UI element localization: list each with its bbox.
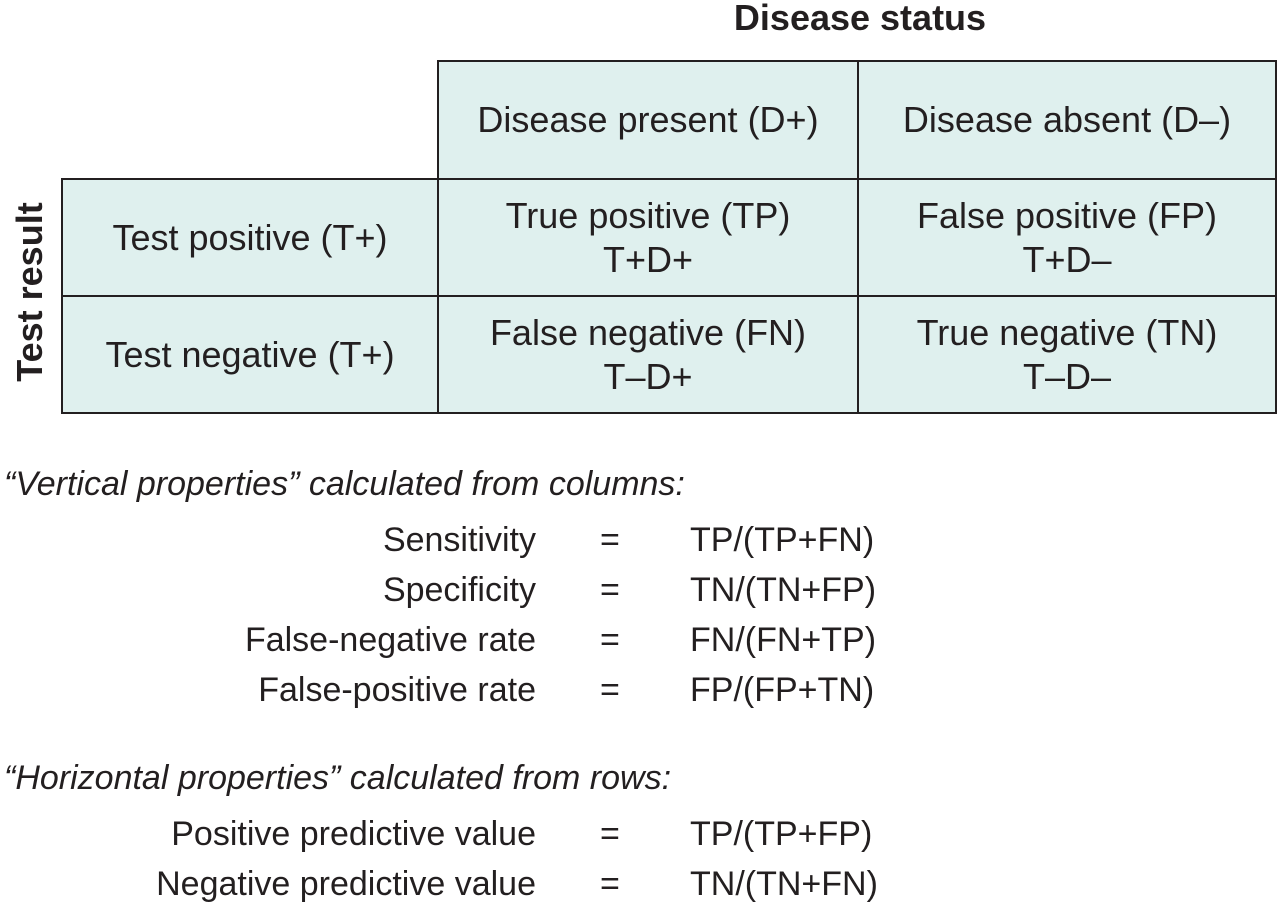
col-header-disease-absent: Disease absent (D–) [857, 60, 1277, 180]
cell-false-negative: False negative (FN) T–D+ [437, 295, 859, 414]
formula-equals: = [600, 671, 620, 709]
formula-name: False-negative rate [244, 621, 536, 659]
formula-expression: FP/(FP+TN) [690, 671, 875, 709]
column-axis-title: Disease status [733, 0, 987, 38]
horizontal-properties-heading: “Horizontal properties” calculated from … [4, 759, 672, 797]
formula-expression: TN/(TN+FP) [690, 571, 877, 609]
formula-name: Specificity [382, 571, 536, 609]
cell-true-positive: True positive (TP) T+D+ [437, 178, 859, 297]
cell-name: False negative (FN) [489, 311, 807, 353]
cell-name: True positive (TP) [505, 194, 791, 236]
formula-expression: FN/(FN+TP) [690, 621, 877, 659]
formula-name: Positive predictive value [171, 815, 536, 853]
cell-name: True negative (TN) [916, 311, 1218, 353]
row-header-label: Test positive (T+) [112, 216, 388, 258]
col-header-label: Disease absent (D–) [902, 99, 1232, 140]
formula-row-positive-predictive-value: Positive predictive value = TP/(TP+FP) [0, 814, 1278, 854]
row-header-test-positive: Test positive (T+) [61, 178, 439, 297]
cell-true-negative: True negative (TN) T–D– [857, 295, 1277, 414]
formula-equals: = [600, 571, 620, 609]
row-header-label: Test negative (T+) [105, 333, 395, 375]
formula-equals: = [600, 521, 620, 559]
row-header-test-negative: Test negative (T+) [61, 295, 439, 414]
formula-row-negative-predictive-value: Negative predictive value = TN/(TN+FN) [0, 864, 1278, 904]
cell-name: False positive (FP) [916, 194, 1218, 236]
cell-false-positive: False positive (FP) T+D– [857, 178, 1277, 297]
formula-equals: = [600, 621, 620, 659]
formula-row-false-negative-rate: False-negative rate = FN/(FN+TP) [0, 620, 1278, 660]
formula-row-specificity: Specificity = TN/(TN+FP) [0, 570, 1278, 610]
row-axis-title: Test result [9, 202, 50, 382]
formula-row-false-positive-rate: False-positive rate = FP/(FP+TN) [0, 670, 1278, 710]
formula-equals: = [600, 865, 620, 903]
formula-name: False-positive rate [258, 671, 536, 709]
formula-row-sensitivity: Sensitivity = TP/(TP+FN) [0, 520, 1278, 560]
vertical-properties-heading: “Vertical properties” calculated from co… [4, 465, 685, 503]
formula-expression: TP/(TP+FP) [690, 815, 873, 853]
formula-expression: TP/(TP+FN) [690, 521, 875, 559]
cell-code: T+D+ [602, 238, 694, 280]
formula-equals: = [600, 815, 620, 853]
col-header-disease-present: Disease present (D+) [437, 60, 859, 180]
formula-name: Sensitivity [382, 521, 536, 559]
col-header-label: Disease present (D+) [477, 99, 819, 140]
cell-code: T+D– [1022, 238, 1112, 280]
cell-code: T–D– [1022, 355, 1112, 397]
cell-code: T–D+ [603, 355, 693, 397]
formula-expression: TN/(TN+FN) [690, 865, 878, 903]
formula-name: Negative predictive value [156, 865, 536, 903]
